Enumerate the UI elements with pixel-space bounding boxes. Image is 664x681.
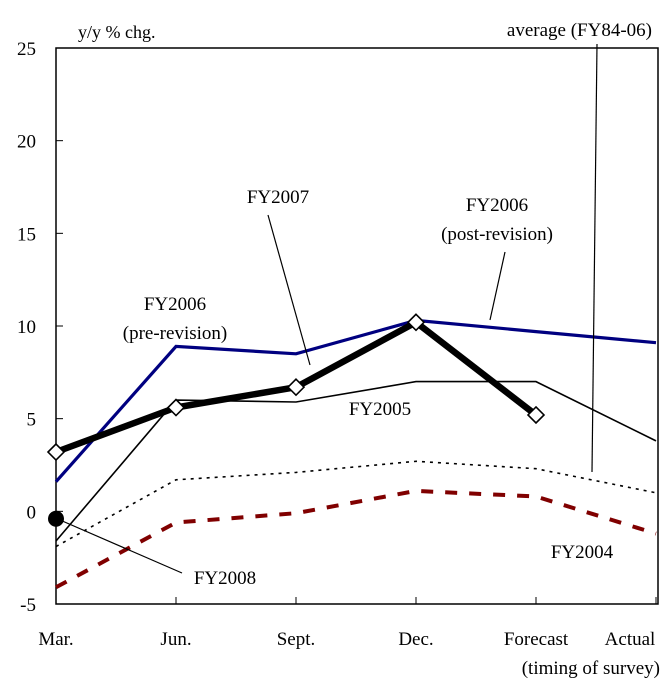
annotation-fy2007: FY2007 xyxy=(247,187,309,208)
series-fy2006-post-revision xyxy=(54,318,657,483)
series-line xyxy=(54,318,657,483)
labels-layer: y/y % chg. (timing of survey) average (F… xyxy=(78,20,660,679)
y-tick-label: 0 xyxy=(27,502,37,523)
x-tick-label: Mar. xyxy=(38,629,73,650)
series-layer xyxy=(46,313,657,590)
leader-fy2008 xyxy=(59,519,183,574)
series-line xyxy=(55,460,657,548)
data-point-marker xyxy=(406,313,426,332)
series-fy2007 xyxy=(46,313,546,462)
annotation-fy2004: FY2004 xyxy=(551,542,614,563)
series-line xyxy=(55,380,657,542)
leader-fy2007 xyxy=(267,214,311,366)
y-axis-label: y/y % chg. xyxy=(78,22,155,42)
x-tick-label: Forecast xyxy=(504,629,569,650)
y-tick-label: -5 xyxy=(20,595,36,616)
data-point-marker xyxy=(286,378,306,397)
annotation-fy2006-pre-line2: (pre-revision) xyxy=(123,323,227,344)
data-point-marker xyxy=(526,405,546,425)
annotation-fy2006-pre-line1: FY2006 xyxy=(144,294,206,315)
annotation-leaders xyxy=(59,43,598,574)
leader-fy2006-post xyxy=(489,251,506,321)
data-point-marker xyxy=(166,398,186,417)
series-fy2008 xyxy=(48,510,64,527)
annotation-fy2005: FY2005 xyxy=(349,399,411,420)
x-tick-label: Dec. xyxy=(398,629,433,650)
y-tick-label: 20 xyxy=(17,132,36,153)
annotation-average: average (FY84-06) xyxy=(507,20,652,41)
y-tick-label: 5 xyxy=(27,410,37,431)
series-average-fy84-06 xyxy=(55,460,657,548)
x-tick-label: Actual xyxy=(605,629,656,650)
series-line xyxy=(55,488,657,590)
x-tick-label: Jun. xyxy=(160,629,191,650)
y-tick-label: 25 xyxy=(17,39,36,60)
series-fy2004 xyxy=(55,488,657,590)
y-tick-label: 15 xyxy=(17,224,36,245)
annotation-fy2006-post-line1: FY2006 xyxy=(466,195,528,216)
annotation-fy2006-post-line2: (post-revision) xyxy=(441,224,553,245)
data-point-marker xyxy=(46,442,66,462)
data-point-marker xyxy=(48,510,64,527)
annotation-fy2008: FY2008 xyxy=(194,568,256,589)
x-axis-label: (timing of survey) xyxy=(522,658,660,679)
y-tick-label: 10 xyxy=(17,317,36,338)
series-fy2005 xyxy=(55,380,657,542)
leader-average xyxy=(591,43,598,473)
x-tick-label: Sept. xyxy=(277,629,316,650)
